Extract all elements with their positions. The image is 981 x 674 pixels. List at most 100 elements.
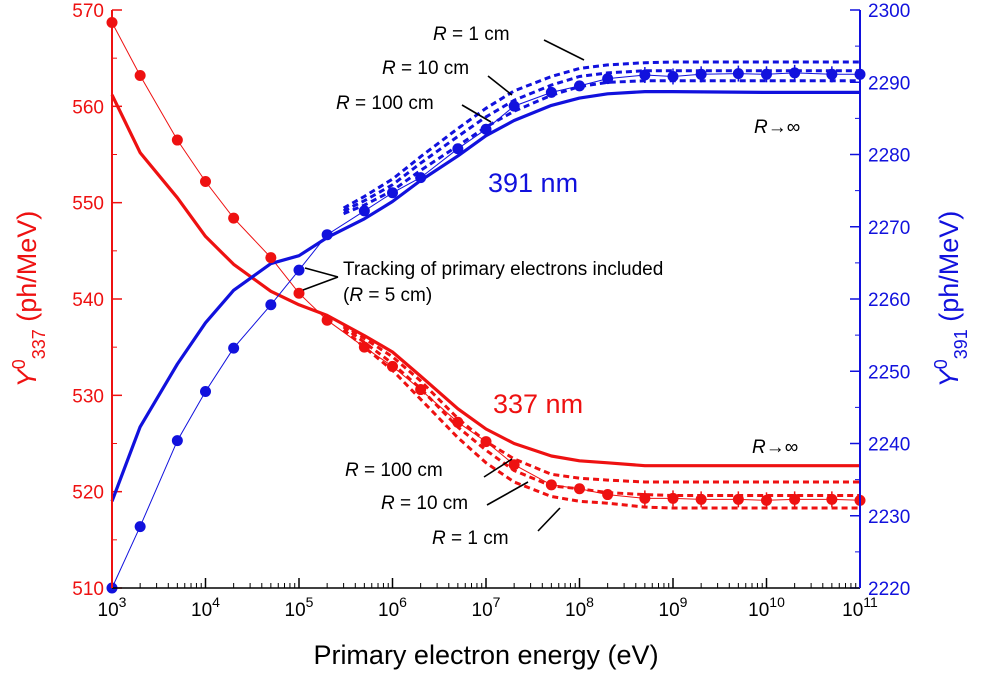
x-tick-label: 107	[472, 594, 501, 621]
data-point	[358, 205, 370, 217]
data-point	[574, 80, 585, 92]
data-point	[789, 493, 801, 505]
label-337-nm: 337 nm	[493, 389, 583, 419]
data-point	[508, 100, 520, 112]
x-tick-label: 108	[565, 594, 594, 621]
data-point	[480, 436, 492, 448]
data-point	[667, 70, 679, 82]
data-point	[826, 493, 838, 505]
right-tick-label: 2300	[868, 1, 910, 22]
data-point	[200, 175, 211, 187]
data-point	[602, 489, 614, 501]
annotations: 391 nm 337 nm R = 1 cm R = 10 cm R = 100 cm R…	[302, 24, 800, 549]
data-point	[171, 134, 183, 146]
axes-group	[111, 10, 861, 589]
left-tick-label: 510	[72, 579, 104, 600]
tracking-leader-blue	[304, 267, 339, 278]
data-point	[545, 479, 557, 491]
tracking-leader-red	[302, 276, 339, 291]
right-tick-label: 2220	[868, 579, 910, 600]
x-tick-label: 103	[98, 594, 127, 621]
red-leader-r1	[537, 507, 561, 532]
tracking-label-line1: Tracking of primary electrons included	[343, 259, 663, 280]
series-line-8	[342, 60, 860, 210]
data-point	[452, 143, 464, 155]
data-point	[545, 86, 557, 98]
blue-leader-r100	[461, 104, 492, 123]
data-point	[134, 521, 146, 533]
data-point	[452, 416, 464, 428]
data-point	[265, 252, 277, 264]
data-point	[265, 299, 277, 311]
blue-label-r10: R = 10 cm	[382, 58, 469, 79]
data-point	[826, 68, 838, 80]
series-line-0	[110, 94, 860, 468]
data-point	[415, 384, 427, 396]
red-label-rinf: R→∞	[752, 437, 798, 458]
left-tick-label: 530	[72, 386, 104, 407]
data-point	[387, 187, 398, 199]
right-tick-label: 2290	[868, 73, 910, 94]
data-point	[228, 212, 240, 224]
right-tick-label: 2240	[868, 435, 910, 456]
data-point	[574, 483, 585, 495]
left-tick-label: 570	[72, 1, 104, 22]
data-point	[695, 493, 707, 505]
data-point	[200, 385, 211, 397]
data-point	[358, 341, 370, 353]
left-tick-label: 550	[72, 194, 104, 215]
data-point	[761, 494, 772, 506]
left-tick-label: 540	[72, 290, 104, 311]
right-tick-label: 2250	[868, 362, 910, 383]
right-tick-label: 2270	[868, 218, 910, 239]
right-tick-label: 2230	[868, 507, 910, 528]
blue-label-rinf: R→∞	[754, 117, 800, 138]
data-point	[789, 67, 801, 79]
left-tick-label: 560	[72, 97, 104, 118]
data-point	[293, 264, 305, 276]
marker-group	[106, 17, 866, 594]
blue-label-r1: R = 1 cm	[433, 24, 510, 45]
red-leader-r100	[483, 458, 513, 478]
data-point	[387, 360, 398, 372]
x-tick-label: 1011	[842, 594, 878, 621]
data-point	[508, 459, 520, 471]
right-tick-label: 2280	[868, 146, 910, 167]
data-point	[667, 492, 679, 504]
blue-leader-r10	[487, 75, 513, 96]
blue-label-r100: R = 100 cm	[336, 93, 434, 114]
data-point	[415, 172, 427, 184]
left-tick-label: 520	[72, 483, 104, 504]
series-line-3	[342, 328, 860, 510]
data-point	[732, 68, 744, 80]
data-point	[695, 68, 707, 80]
x-tick-label: 104	[191, 594, 220, 621]
data-point	[321, 229, 333, 241]
blue-leader-r1	[543, 39, 585, 61]
data-point	[480, 123, 492, 135]
x-tick-label: 105	[285, 594, 314, 621]
x-axis-title: Primary electron energy (eV)	[313, 640, 658, 670]
data-point	[293, 287, 305, 299]
tracking-label-line2: (R = 5 cm)	[343, 285, 432, 306]
red-label-r100: R = 100 cm	[345, 460, 443, 481]
red-label-r1: R = 1 cm	[432, 528, 509, 549]
series-line-7	[342, 69, 860, 213]
red-leader-r10	[486, 481, 529, 506]
x-tick-label: 106	[378, 594, 407, 621]
label-391-nm: 391 nm	[488, 168, 578, 198]
data-point	[639, 69, 651, 81]
data-point	[171, 435, 183, 447]
data-point	[134, 70, 146, 82]
data-point	[761, 68, 772, 80]
series-line-2	[342, 325, 860, 497]
left-y-axis-title: Y0337 (ph/MeV)	[9, 211, 49, 388]
red-label-r10: R = 10 cm	[381, 493, 468, 514]
data-point	[639, 492, 651, 504]
right-y-axis-title: Y0391 (ph/MeV)	[931, 211, 971, 388]
data-point	[228, 342, 240, 354]
data-point	[602, 73, 614, 85]
tick-labels: 103 104 105 106 107 108 109 1010 1011 510 520 530 54…	[9, 1, 971, 670]
